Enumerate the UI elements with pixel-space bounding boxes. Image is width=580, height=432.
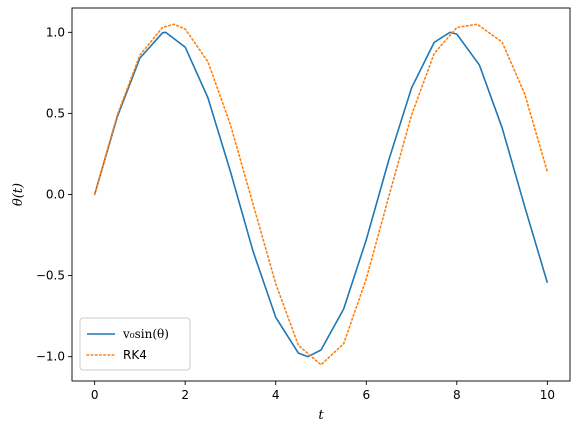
x-tick-label: 10 xyxy=(540,388,555,402)
legend-label-rk4: RK4 xyxy=(123,348,147,362)
legend: v₀sin(θ) RK4 xyxy=(79,317,191,371)
y-tick-label: 0.0 xyxy=(46,188,65,202)
legend-label-v0-sin-theta: v₀sin(θ) xyxy=(122,327,169,341)
y-tick-label: 1.0 xyxy=(46,25,65,39)
x-tick-label: 6 xyxy=(362,388,370,402)
y-tick-label: 0.5 xyxy=(46,106,65,120)
x-tick-label: 0 xyxy=(91,388,99,402)
y-tick-label: −0.5 xyxy=(36,269,65,283)
y-axis-label: θ(t) xyxy=(11,183,26,206)
series-line-rk4 xyxy=(93,23,549,366)
axes: 0 2 4 6 8 10 −1.0 −0.5 0.0 0.5 1.0 t θ(t) xyxy=(11,7,571,423)
x-tick-label: 4 xyxy=(272,388,280,402)
x-tick-label: 8 xyxy=(453,388,461,402)
y-tick-label: −1.0 xyxy=(36,350,65,364)
x-axis-label: t xyxy=(318,408,324,423)
legend-box xyxy=(79,317,191,371)
series-line-v0-sin-theta xyxy=(93,31,549,358)
plot-area xyxy=(93,23,549,366)
x-tick-label: 2 xyxy=(181,388,189,402)
